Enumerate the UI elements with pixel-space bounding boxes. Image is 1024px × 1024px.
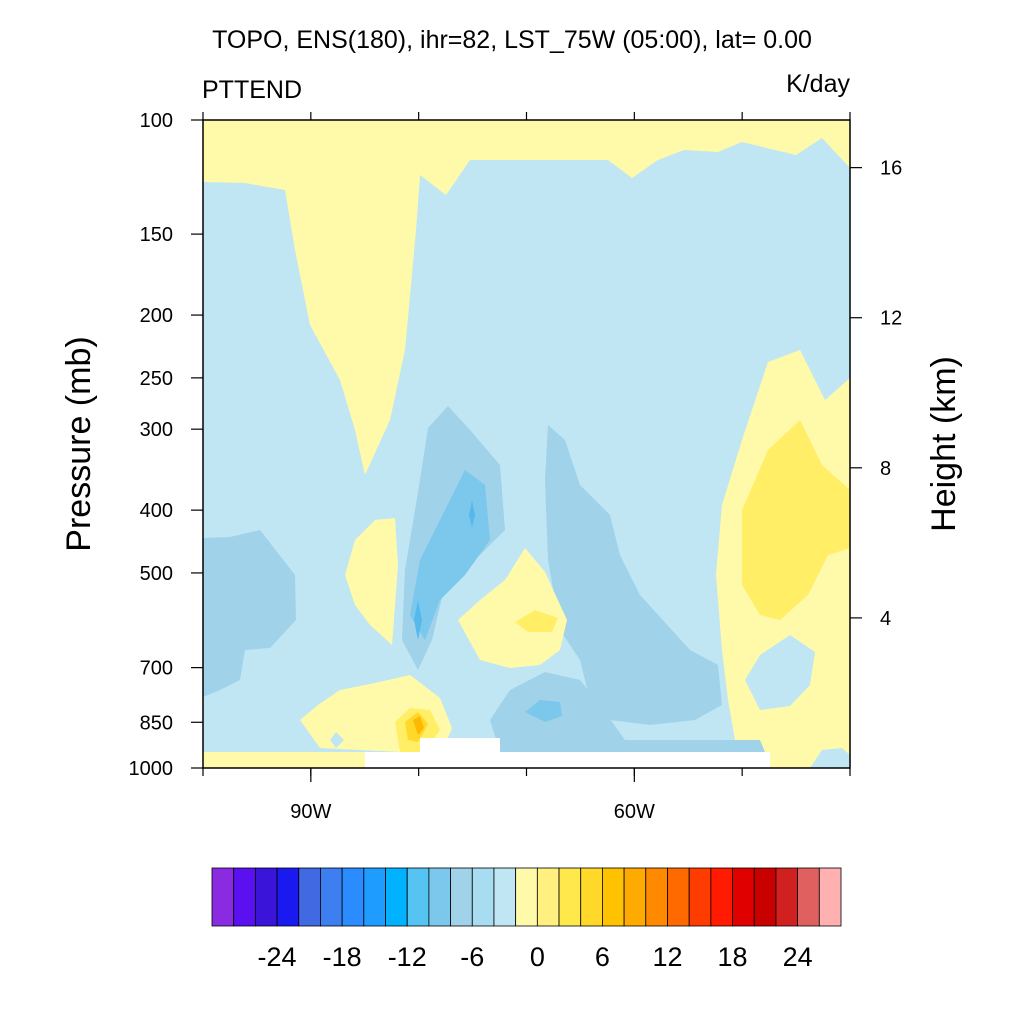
- colorbar: -24 -18 -12 -6 0 6 12 18 24: [211, 867, 842, 972]
- field-region-pos-0-2-bottom: [203, 752, 365, 768]
- field-region-pos-6-8-spot: [413, 716, 424, 735]
- colorbar-label: 12: [652, 942, 682, 972]
- colorbar-label: -24: [258, 942, 297, 972]
- y-tick-label: 400: [140, 500, 173, 522]
- field-region-neg-2-4-lower: [490, 672, 765, 752]
- colorbar-swatch: [602, 867, 625, 927]
- colorbar-swatch: [211, 867, 235, 927]
- height-tick-label: 4: [880, 608, 891, 630]
- y-axis-pressure: 100 150 200 250 300 400 500 700 850 1000: [129, 110, 203, 780]
- y-tick-label: 700: [140, 658, 173, 680]
- colorbar-swatch: [536, 867, 560, 927]
- colorbar-swatch: [818, 867, 842, 927]
- y-tick-label: 200: [140, 305, 173, 327]
- colorbar-swatch: [623, 867, 647, 927]
- y-tick-label: 500: [140, 563, 173, 585]
- colorbar-label: 0: [530, 942, 545, 972]
- topography-mask: [365, 738, 770, 768]
- colorbar-label: -12: [388, 942, 427, 972]
- x-tick-label: 60W: [614, 801, 655, 823]
- colorbar-swatch: [428, 867, 451, 927]
- field-region-neg-0-2-corner: [810, 748, 850, 768]
- field-region-neg-2-4-left: [203, 530, 296, 697]
- field-region-pos-2-4-right: [742, 420, 850, 620]
- x-tick-label: 90W: [290, 801, 331, 823]
- colorbar-swatch: [450, 867, 473, 927]
- field-region-neg-6-8-spot: [414, 600, 422, 640]
- colorbar-swatch: [254, 867, 278, 927]
- colorbar-label: -6: [460, 942, 484, 972]
- x-axis: 90W 60W: [202, 112, 851, 823]
- colorbar-swatch: [385, 867, 408, 927]
- colorbar-swatch: [406, 867, 430, 927]
- colorbar-swatch: [493, 867, 517, 927]
- colorbar-swatch: [753, 867, 777, 927]
- height-tick-label: 8: [880, 458, 891, 480]
- variable-label: PTTEND: [202, 76, 302, 104]
- y-axis-title: Pressure (mb): [60, 336, 98, 551]
- colorbar-swatch: [797, 867, 820, 927]
- y-tick-label: 150: [140, 224, 173, 246]
- colorbar-swatch: [667, 867, 690, 927]
- chart-title: TOPO, ENS(180), ihr=82, LST_75W (05:00),…: [212, 26, 812, 54]
- field-region-neg-0-2-right: [745, 635, 815, 710]
- y-axis-height: 4 8 12 16: [850, 158, 902, 630]
- field-region-pos-0-2-left: [345, 518, 398, 645]
- field-region-pos-2-4-center: [515, 610, 558, 632]
- field-region-pos-0-2-upper: [203, 120, 850, 475]
- field-region-neg-0-2-spot: [330, 732, 344, 748]
- y-tick-label: 300: [140, 419, 173, 441]
- colorbar-swatch: [732, 867, 755, 927]
- y-tick-label: 100: [140, 110, 173, 132]
- colorbar-swatch: [775, 867, 799, 927]
- height-tick-label: 16: [880, 158, 902, 180]
- colorbar-swatch: [580, 867, 603, 927]
- colorbar-swatch: [233, 867, 256, 927]
- field-region-neg-6-8-spot-2: [469, 500, 475, 528]
- units-label: K/day: [786, 70, 850, 98]
- colorbar-label: 24: [783, 942, 813, 972]
- colorbar-label: -18: [323, 942, 362, 972]
- colorbar-swatch: [558, 867, 582, 927]
- colorbar-swatch: [320, 867, 343, 927]
- colorbar-swatch: [276, 867, 300, 927]
- y-axis-title-right: Height (km): [925, 356, 963, 532]
- colorbar-label: 6: [595, 942, 610, 972]
- colorbar-swatch: [363, 867, 386, 927]
- colorbar-swatch: [298, 867, 321, 927]
- y-tick-label: 850: [140, 712, 173, 734]
- colorbar-swatch: [515, 867, 538, 927]
- colorbar-swatch: [341, 867, 365, 927]
- field-region-neg-4-6-lower: [525, 700, 562, 722]
- colorbar-swatch: [471, 867, 495, 927]
- contour-field: [203, 120, 850, 768]
- field-region-pos-0-2-center: [458, 548, 567, 668]
- colorbar-label: 18: [718, 942, 748, 972]
- y-tick-label: 250: [140, 368, 173, 390]
- colorbar-swatch: [688, 867, 712, 927]
- field-region-neg-2-4-right-center: [545, 425, 722, 725]
- colorbar-swatch: [645, 867, 668, 927]
- y-tick-label: 1000: [129, 758, 174, 780]
- height-tick-label: 12: [880, 308, 902, 330]
- colorbar-swatch: [710, 867, 733, 927]
